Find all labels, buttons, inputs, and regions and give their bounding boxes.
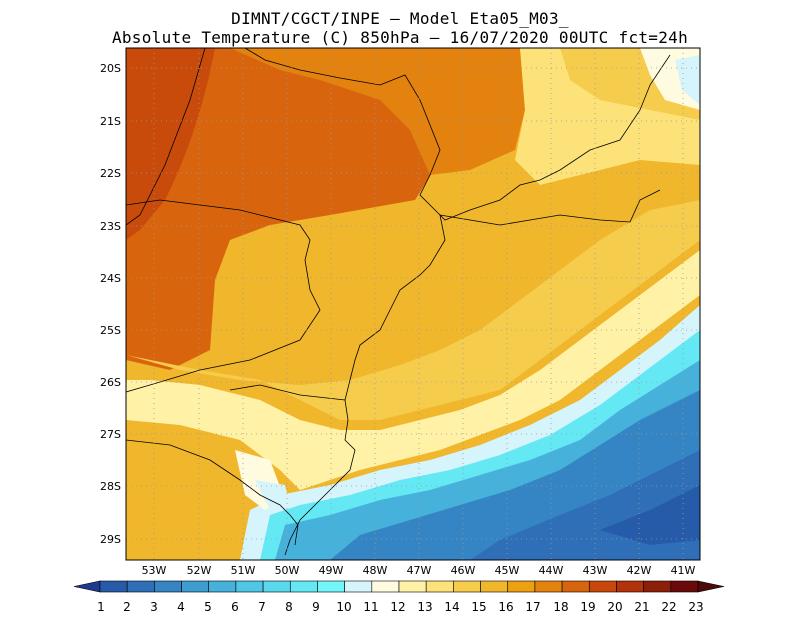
- colorbar-segment: [154, 580, 182, 593]
- map-frame: [125, 47, 701, 561]
- colorbar-segment: [317, 580, 345, 593]
- colorbar-label: 14: [444, 600, 459, 614]
- lat-label: 22S: [100, 167, 121, 180]
- temperature-field: [126, 48, 700, 560]
- colorbar-segment: [371, 580, 400, 593]
- colorbar-labels: 1 2 3 4 5 6 7 8 9 10 11 12 13 14 15 16 1…: [97, 600, 703, 614]
- title-line-1: DIMNT/CGCT/INPE – Model Eta05_M03_: [231, 9, 569, 28]
- colorbar-segment: [534, 580, 563, 593]
- colorbar-label: 17: [525, 600, 540, 614]
- coastline: [126, 48, 671, 556]
- colorbar-label: 23: [688, 600, 703, 614]
- colorbar-arrow-right: [697, 580, 725, 593]
- colorbar-segment: [208, 580, 237, 593]
- colorbar-label: 6: [231, 600, 239, 614]
- title-line-2: Absolute Temperature (C) 850hPa – 16/07/…: [111, 28, 689, 47]
- colorbar-label: 19: [580, 600, 595, 614]
- lon-label: 49W: [319, 564, 344, 577]
- colorbar-segment: [126, 580, 155, 593]
- colorbar: [73, 580, 725, 593]
- colorbar-segment: [670, 580, 699, 593]
- colorbar-label: 15: [471, 600, 486, 614]
- colorbar-label: 7: [258, 600, 266, 614]
- colorbar-label: 21: [634, 600, 649, 614]
- lat-label: 21S: [100, 115, 121, 128]
- colorbar-segment: [507, 580, 536, 593]
- lon-label: 42W: [627, 564, 652, 577]
- lon-label: 50W: [275, 564, 300, 577]
- colorbar-label: 18: [553, 600, 568, 614]
- colorbar-label: 10: [336, 600, 351, 614]
- lon-label: 43W: [583, 564, 608, 577]
- colorbar-segment: [99, 580, 128, 593]
- colorbar-segment: [616, 580, 644, 593]
- colorbar-segment: [643, 580, 672, 593]
- lat-label: 20S: [100, 62, 121, 75]
- lat-label: 28S: [100, 480, 121, 493]
- lat-label: 23S: [100, 220, 121, 233]
- lat-label: 27S: [100, 428, 121, 441]
- lat-labels: 20S 21S 22S 23S 24S 25S 26S 27S 28S 29S: [100, 62, 121, 546]
- lon-label: 41W: [671, 564, 696, 577]
- colorbar-segment: [235, 580, 264, 593]
- lon-label: 52W: [187, 564, 212, 577]
- colorbar-segment: [588, 580, 617, 593]
- lon-label: 51W: [231, 564, 256, 577]
- lat-label: 29S: [100, 533, 121, 546]
- lat-label: 24S: [100, 272, 121, 285]
- colorbar-label: 8: [285, 600, 293, 614]
- colorbar-label: 16: [498, 600, 513, 614]
- colorbar-segment: [425, 580, 454, 593]
- colorbar-segment: [561, 580, 590, 593]
- colorbar-label: 20: [607, 600, 622, 614]
- colorbar-segment: [181, 580, 210, 593]
- colorbar-label: 2: [123, 600, 131, 614]
- colorbar-label: 3: [150, 600, 158, 614]
- lon-label: 47W: [407, 564, 432, 577]
- colorbar-segment: [344, 580, 373, 593]
- lon-label: 44W: [539, 564, 564, 577]
- colorbar-segment: [398, 580, 427, 593]
- colorbar-segment: [480, 580, 509, 593]
- colorbar-segment: [289, 580, 318, 593]
- colorbar-label: 1: [97, 600, 105, 614]
- lon-label: 48W: [363, 564, 388, 577]
- colorbar-segment: [453, 580, 481, 593]
- graticule: [126, 48, 700, 560]
- colorbar-label: 9: [312, 600, 320, 614]
- colorbar-label: 22: [661, 600, 676, 614]
- lat-label: 25S: [100, 324, 121, 337]
- colorbar-arrow-left: [73, 580, 101, 593]
- lon-label: 53W: [142, 564, 167, 577]
- lon-labels: 53W 52W 51W 50W 49W 48W 47W 46W 45W 44W …: [142, 564, 696, 577]
- lon-label: 45W: [495, 564, 520, 577]
- colorbar-label: 5: [204, 600, 212, 614]
- colorbar-label: 13: [417, 600, 432, 614]
- colorbar-segment: [262, 580, 291, 593]
- colorbar-label: 11: [363, 600, 378, 614]
- lat-label: 26S: [100, 376, 121, 389]
- colorbar-label: 12: [390, 600, 405, 614]
- colorbar-label: 4: [177, 600, 185, 614]
- lon-label: 46W: [451, 564, 476, 577]
